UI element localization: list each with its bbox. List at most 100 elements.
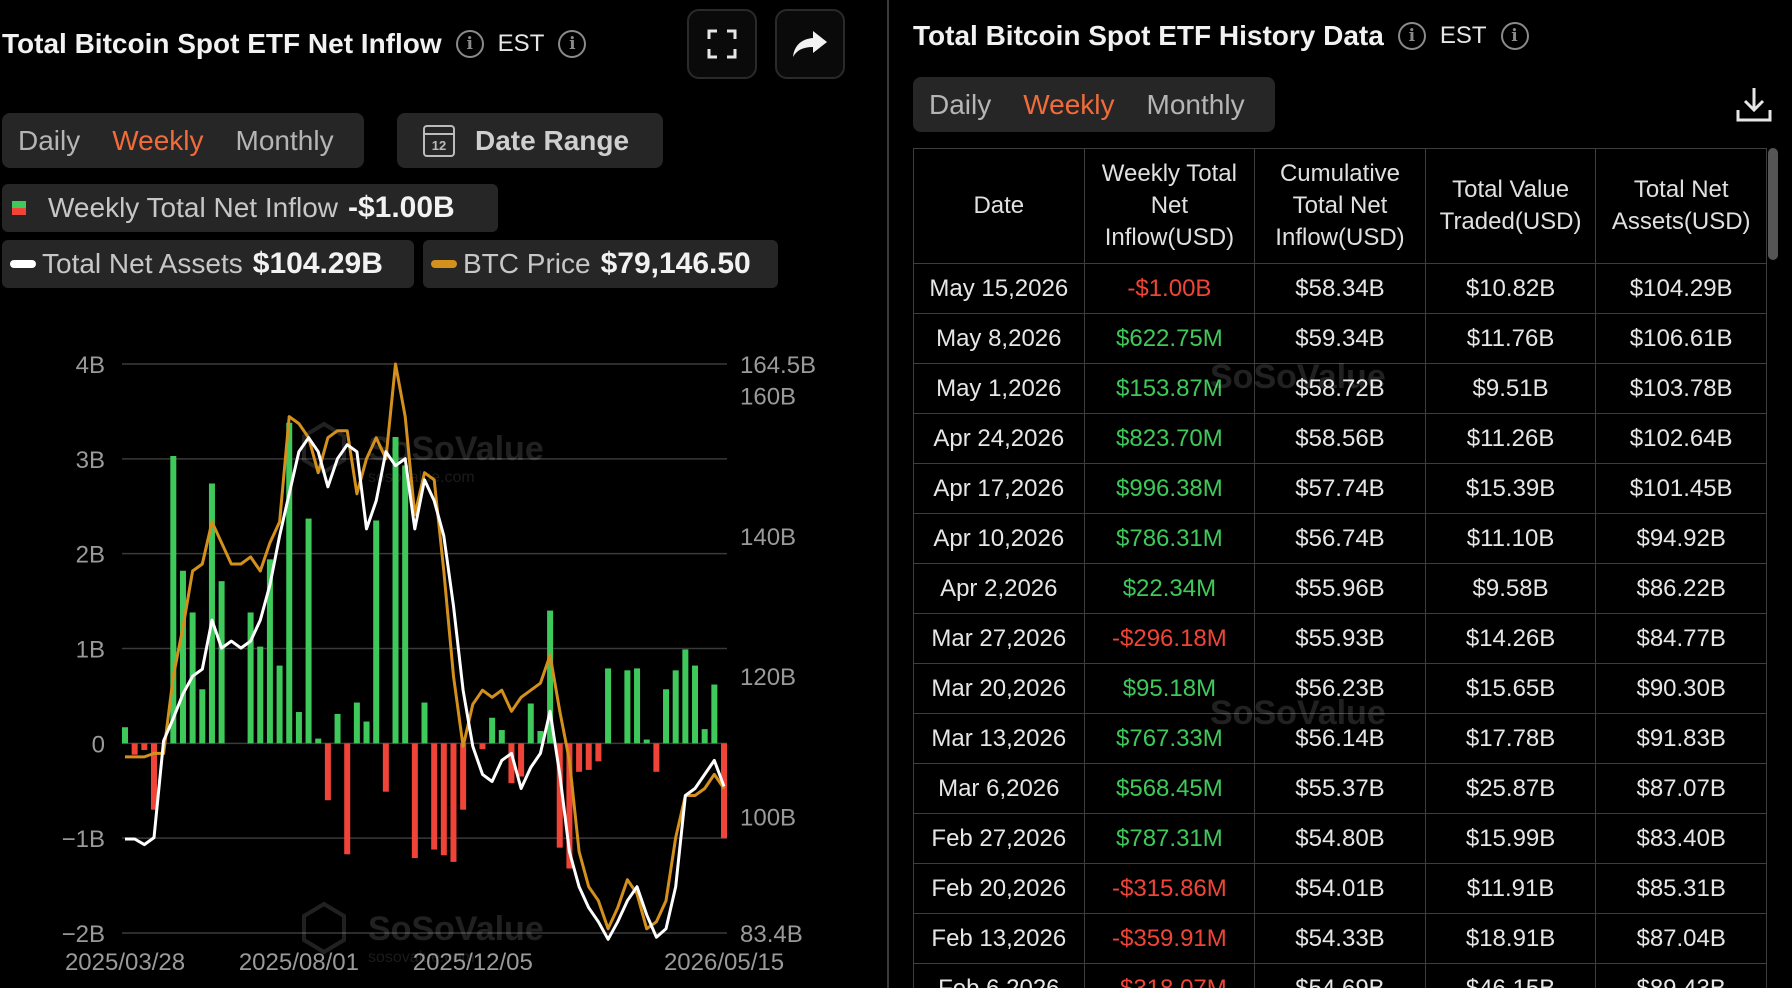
table-row[interactable]: May 15,2026 -$1.00B $58.34B $10.82B $104.29B [913, 263, 1767, 314]
table-row[interactable]: Feb 27,2026 $787.31M $54.80B $15.99B $83.40B [913, 813, 1767, 864]
cell-date: May 15,2026 [913, 263, 1085, 314]
cell-net-assets: $101.45B [1595, 463, 1767, 514]
inflow-bar [179, 570, 186, 744]
inflow-bar [518, 743, 525, 777]
x-tick-label: 2025/12/05 [413, 949, 533, 976]
legend-total-net-assets[interactable]: Total Net Assets $104.29B [2, 240, 414, 288]
cell-net-assets: $87.07B [1595, 763, 1767, 814]
table-row[interactable]: Mar 13,2026 $767.33M $56.14B $17.78B $91.83B [913, 713, 1767, 764]
inflow-bar [218, 581, 225, 744]
col-value-traded[interactable]: Total Value Traded(USD) [1424, 148, 1597, 264]
inflow-bar [315, 738, 322, 744]
inflow-bar [576, 743, 583, 772]
history-tab-daily[interactable]: Daily [929, 88, 992, 120]
inflow-bar [411, 743, 418, 859]
chart-title: Total Bitcoin Spot ETF Net Inflow [2, 28, 442, 59]
cell-cumulative-inflow: $57.74B [1254, 463, 1426, 514]
history-title: Total Bitcoin Spot ETF History Data [913, 20, 1384, 51]
cell-net-assets: $103.78B [1595, 363, 1767, 414]
cell-date: May 8,2026 [913, 313, 1085, 364]
inflow-bar [295, 712, 302, 744]
cell-value-traded: $11.26B [1424, 413, 1597, 464]
inflow-bar [527, 703, 534, 744]
cell-value-traded: $15.99B [1424, 813, 1597, 864]
cell-weekly-inflow: -$359.91M [1083, 913, 1256, 964]
cell-weekly-inflow: $786.31M [1083, 513, 1256, 564]
inflow-bar [131, 743, 138, 755]
table-row[interactable]: Apr 17,2026 $996.38M $57.74B $15.39B $101.45… [913, 463, 1767, 514]
legend-weekly-inflow[interactable]: Weekly Total Net Inflow -$1.00B [2, 184, 498, 232]
inflow-bar [605, 668, 612, 744]
table-row[interactable]: Apr 2,2026 $22.34M $55.96B $9.58B $86.22B [913, 563, 1767, 614]
cell-net-assets: $83.40B [1595, 813, 1767, 864]
share-button[interactable] [775, 9, 845, 79]
history-table: Date Weekly Total Net Inflow(USD) Cumula… [913, 148, 1767, 988]
left-tick-label: 2B [76, 542, 105, 569]
table-row[interactable]: Apr 10,2026 $786.31M $56.74B $11.10B $94.92B [913, 513, 1767, 564]
inflow-bar [643, 739, 650, 744]
table-row[interactable]: Mar 20,2026 $95.18M $56.23B $15.65B $90.30B [913, 663, 1767, 714]
table-row[interactable]: Apr 24,2026 $823.70M $58.56B $11.26B $102.64… [913, 413, 1767, 464]
fullscreen-button[interactable] [687, 9, 757, 79]
cell-value-traded: $9.51B [1424, 363, 1597, 414]
table-row[interactable]: May 8,2026 $622.75M $59.34B $11.76B $106.61B [913, 313, 1767, 364]
inflow-bar [257, 646, 264, 744]
inflow-bar [595, 743, 602, 762]
cell-weekly-inflow: $22.34M [1083, 563, 1256, 614]
right-tick-label: 160B [740, 384, 796, 411]
inflow-bar [479, 743, 486, 750]
left-tick-label: 3B [76, 447, 105, 474]
table-header-row: Date Weekly Total Net Inflow(USD) Cumula… [913, 148, 1767, 264]
history-timezone-info-icon[interactable]: i [1500, 22, 1529, 50]
table-row[interactable]: Feb 13,2026 -$359.91M $54.33B $18.91B $87.04… [913, 913, 1767, 964]
col-net-assets[interactable]: Total Net Assets(USD) [1595, 148, 1767, 264]
date-range-button[interactable]: 12 Date Range [397, 113, 663, 168]
legend-assets-value: $104.29B [252, 247, 383, 280]
date-range-label: Date Range [475, 124, 630, 156]
total-net-assets-line [125, 436, 726, 941]
col-weekly-inflow[interactable]: Weekly Total Net Inflow(USD) [1083, 148, 1256, 264]
table-row[interactable]: Feb 20,2026 -$315.86M $54.01B $11.91B $85.31… [913, 863, 1767, 914]
inflow-bar [382, 743, 389, 792]
legend-inflow-label: Weekly Total Net Inflow [48, 192, 338, 223]
cell-date: Apr 17,2026 [913, 463, 1085, 514]
col-cumulative-inflow[interactable]: Cumulative Total Net Inflow(USD) [1254, 148, 1426, 264]
cell-cumulative-inflow: $59.34B [1254, 313, 1426, 364]
tab-daily[interactable]: Daily [18, 124, 81, 156]
inflow-bar [450, 743, 457, 862]
inflow-bar [556, 743, 563, 848]
cell-value-traded: $11.10B [1424, 513, 1597, 564]
cell-net-assets: $102.64B [1595, 413, 1767, 464]
timezone-label: EST [497, 30, 545, 57]
table-row[interactable]: Mar 6,2026 $568.45M $55.37B $25.87B $87.07B [913, 763, 1767, 814]
cell-weekly-inflow: -$318.07M [1083, 963, 1256, 988]
table-row[interactable]: Feb 6,2026 -$318.07M $54.69B $46.15B $89.43B [913, 963, 1767, 988]
history-tab-monthly[interactable]: Monthly [1146, 88, 1245, 120]
history-info-icon[interactable]: i [1397, 22, 1426, 50]
cell-cumulative-inflow: $55.37B [1254, 763, 1426, 814]
info-icon[interactable]: i [455, 30, 484, 58]
tab-weekly[interactable]: Weekly [112, 124, 204, 156]
tab-monthly[interactable]: Monthly [235, 124, 334, 156]
x-tick-label: 2026/05/15 [664, 949, 784, 976]
cell-net-assets: $87.04B [1595, 913, 1767, 964]
legend-btc-value: $79,146.50 [600, 247, 751, 280]
cell-date: Feb 20,2026 [913, 863, 1085, 914]
table-scrollbar[interactable] [1768, 148, 1778, 260]
cell-weekly-inflow: $996.38M [1083, 463, 1256, 514]
right-tick-label: 140B [740, 524, 796, 551]
cell-value-traded: $25.87B [1424, 763, 1597, 814]
history-tab-weekly[interactable]: Weekly [1023, 88, 1115, 120]
legend-btc-price[interactable]: BTC Price $79,146.50 [423, 240, 778, 288]
legend-assets-label: Total Net Assets [42, 248, 243, 279]
download-icon[interactable] [1734, 84, 1774, 124]
history-table-container[interactable]: Date Weekly Total Net Inflow(USD) Cumula… [913, 148, 1767, 988]
col-date[interactable]: Date [913, 148, 1085, 264]
inflow-swatch [12, 201, 26, 215]
inflow-bar [537, 731, 544, 744]
cell-value-traded: $15.39B [1424, 463, 1597, 514]
cell-net-assets: $104.29B [1595, 263, 1767, 314]
net-inflow-chart[interactable]: SoSoValuesosovalue.comSoSoValuesosovalue… [0, 340, 885, 988]
table-row[interactable]: Mar 27,2026 -$296.18M $55.93B $14.26B $84.77… [913, 613, 1767, 664]
timezone-info-icon[interactable]: i [558, 30, 587, 58]
